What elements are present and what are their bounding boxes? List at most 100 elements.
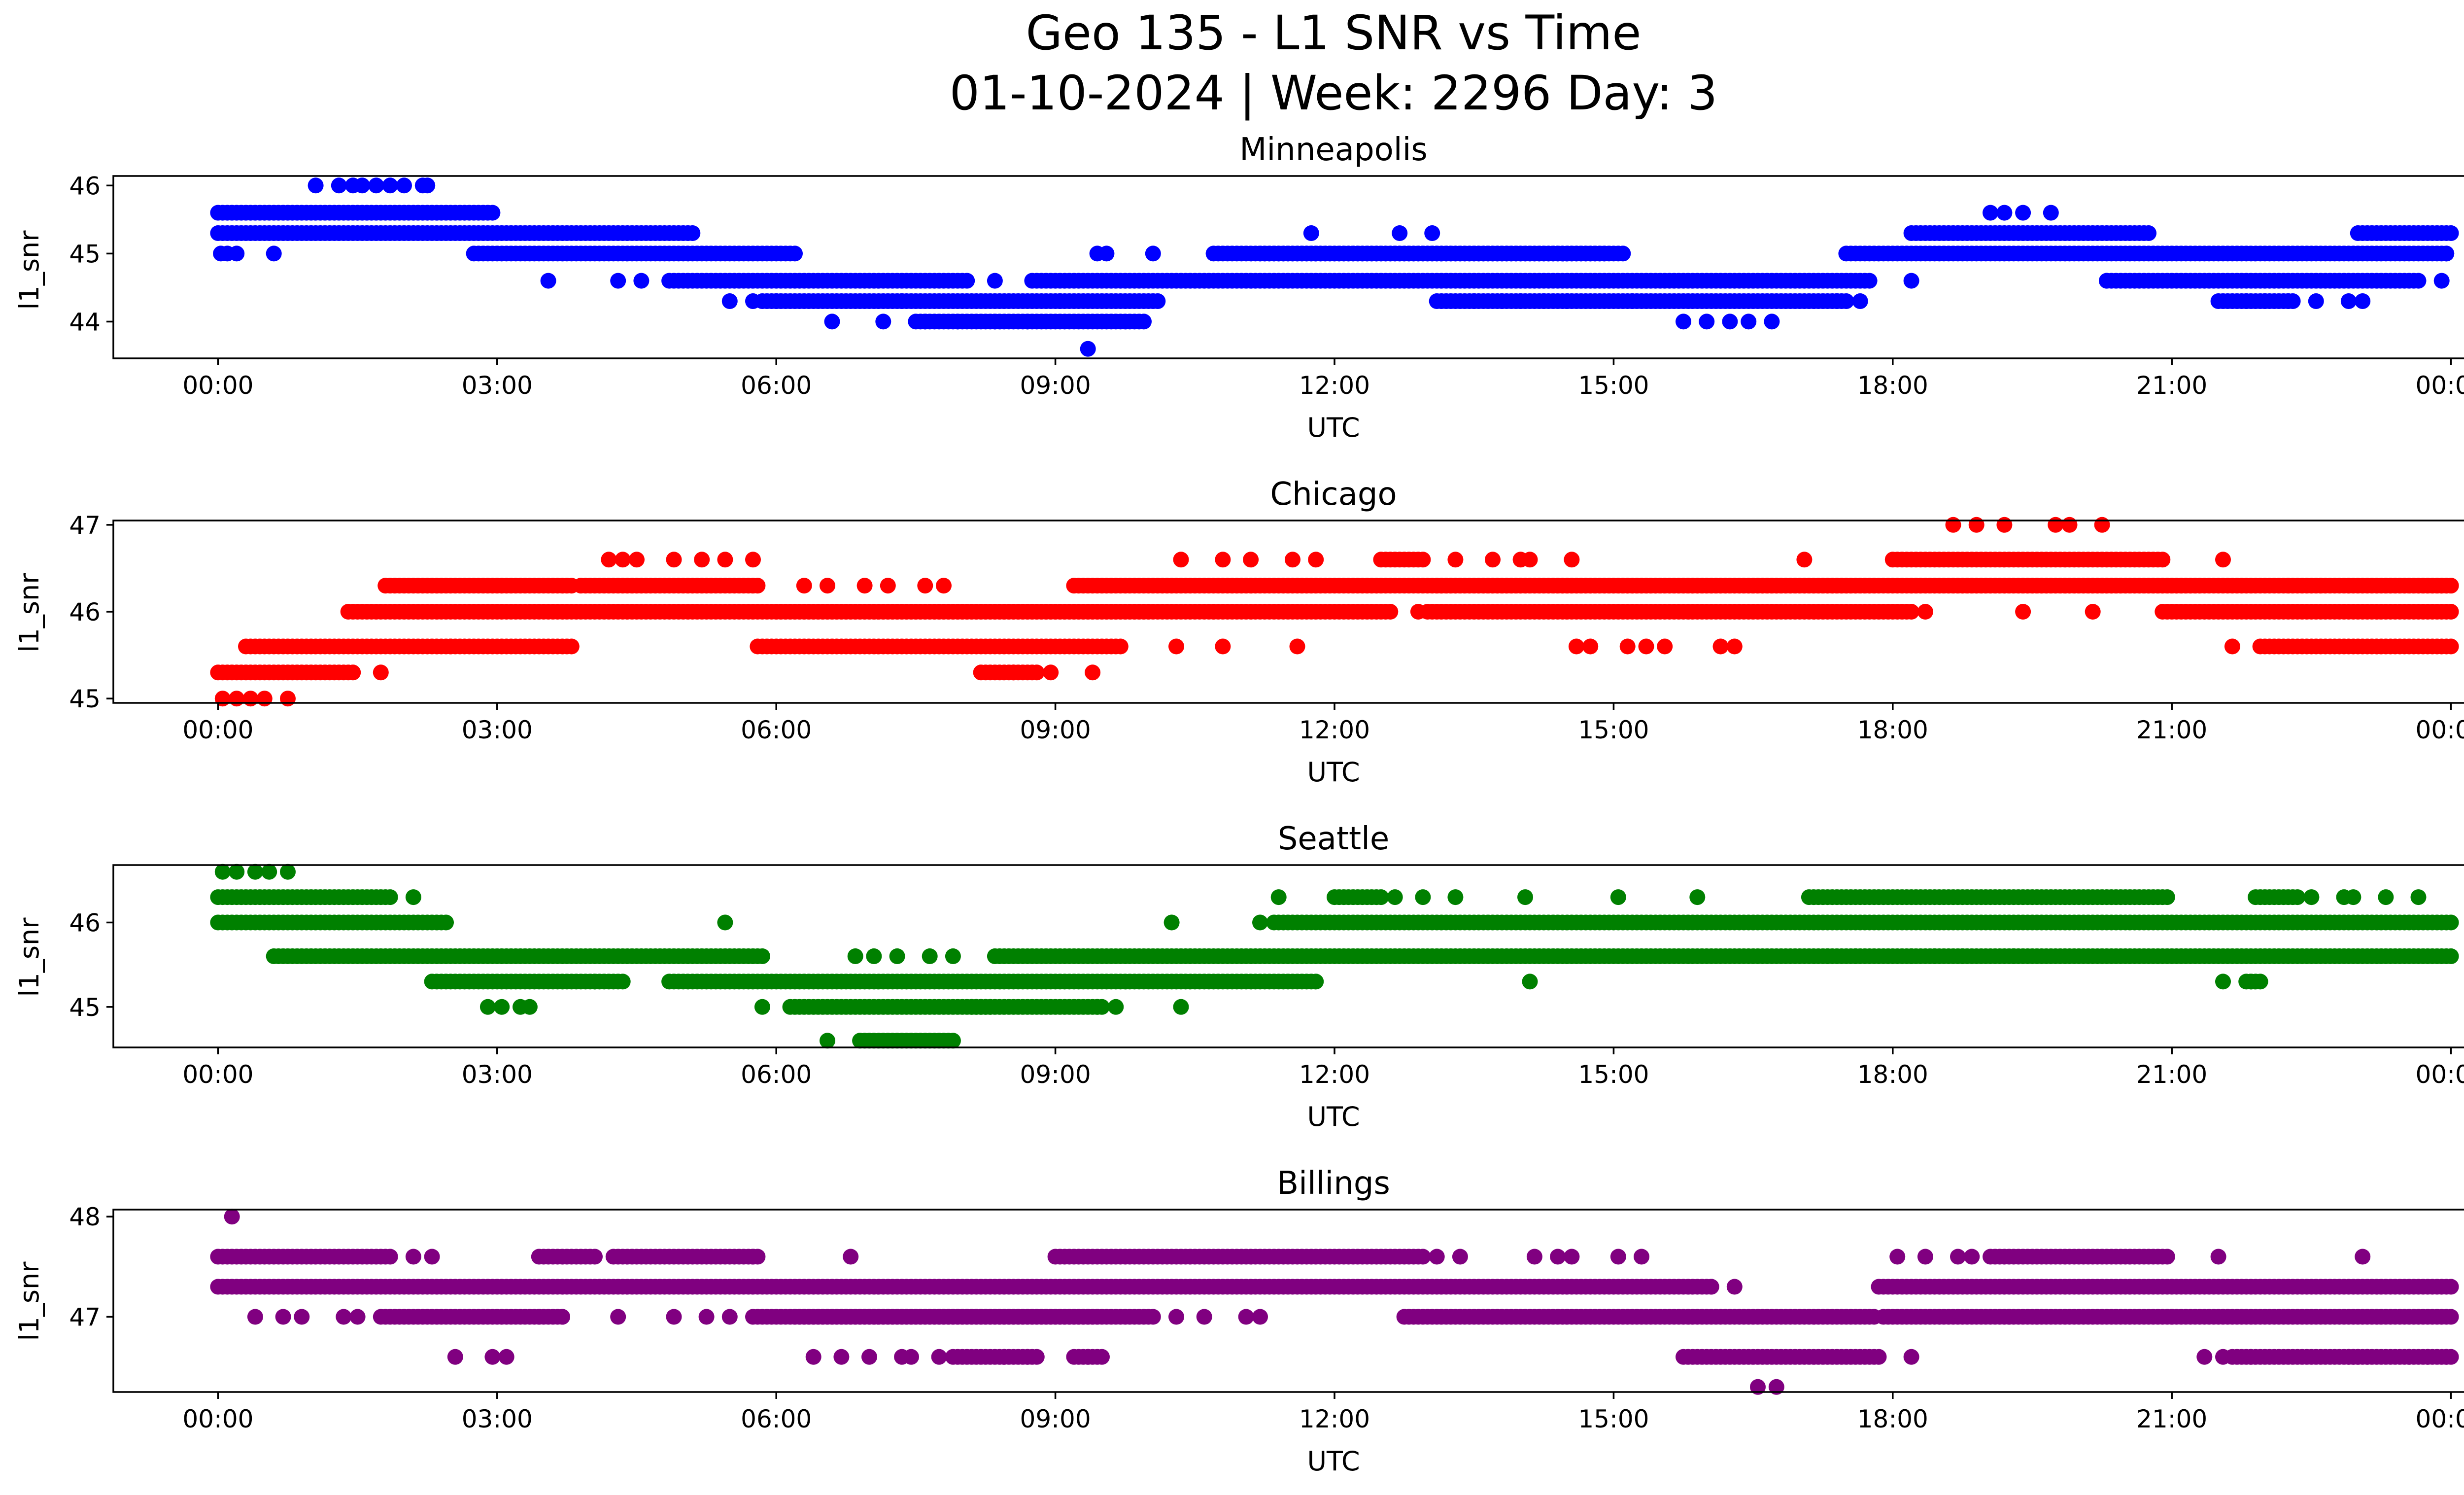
data-point [2159, 889, 2175, 905]
data-point [214, 864, 231, 880]
data-point [2290, 889, 2306, 905]
y-tick-label: 45 [69, 685, 101, 713]
data-point [266, 245, 282, 262]
x-axis-label: UTC [1307, 1101, 1360, 1132]
data-point [2015, 205, 2031, 221]
data-point [1052, 293, 1068, 309]
data-point [1871, 1349, 1887, 1365]
data-point [2308, 293, 2324, 309]
data-point [2340, 578, 2357, 594]
data-point [494, 999, 510, 1015]
data-point [1676, 313, 1691, 330]
data-point [721, 293, 738, 309]
x-tick-label: 18:00 [1857, 716, 1928, 744]
data-point [2345, 889, 2361, 905]
data-point [633, 273, 650, 289]
data-point [2443, 948, 2459, 964]
data-point [768, 293, 785, 309]
y-axis-label: l1_snr [14, 230, 45, 310]
panel-title: Billings [1277, 1165, 1390, 1202]
data-point [2280, 293, 2296, 309]
data-point [1466, 293, 1482, 309]
data-point [1168, 638, 1184, 655]
data-point [247, 864, 263, 880]
data-point [2085, 604, 2101, 620]
x-tick-label: 00:00 [2416, 716, 2464, 744]
data-point [1764, 313, 1780, 330]
x-tick-label: 12:00 [1299, 371, 1370, 400]
data-point [1373, 889, 1389, 905]
data-point [1494, 293, 1510, 309]
data-point [1722, 313, 1738, 330]
x-tick-label: 15:00 [1578, 716, 1649, 744]
data-point [2378, 889, 2394, 905]
x-axis-label: UTC [1307, 412, 1360, 443]
data-point [1903, 273, 1919, 289]
data-point [1270, 889, 1287, 905]
data-point [1624, 293, 1641, 309]
data-point [2433, 273, 2450, 289]
data-point [1285, 552, 1300, 568]
data-point [1392, 225, 1408, 241]
data-point [1568, 638, 1584, 655]
x-tick-label: 03:00 [462, 1060, 533, 1089]
data-point [2443, 604, 2459, 620]
data-point [1512, 293, 1529, 309]
data-point [1089, 999, 1105, 1015]
data-point [1903, 604, 1919, 620]
data-point [1005, 664, 1022, 681]
data-point [1861, 273, 1878, 289]
data-point [1447, 889, 1464, 905]
data-point [1996, 205, 2013, 221]
data-point [1954, 948, 1971, 964]
data-point [922, 948, 938, 964]
data-point [1712, 638, 1729, 655]
x-tick-label: 15:00 [1578, 1060, 1649, 1089]
data-point [256, 691, 273, 707]
data-point [2303, 889, 2320, 905]
data-point [610, 273, 626, 289]
data-point [917, 578, 933, 594]
y-tick-label: 46 [69, 598, 101, 626]
data-point [2099, 273, 2115, 289]
data-point [2215, 552, 2231, 568]
data-point [2141, 225, 2156, 241]
data-point [1866, 578, 1882, 594]
data-point [2443, 225, 2459, 241]
data-point [438, 914, 454, 931]
data-point [484, 205, 501, 221]
data-point [1485, 552, 1501, 568]
data-point [563, 638, 580, 655]
x-tick-label: 00:00 [2416, 1060, 2464, 1089]
data-point [1308, 973, 1324, 990]
x-tick-label: 00:00 [182, 1060, 253, 1089]
data-point [1536, 293, 1552, 309]
data-point [1996, 517, 2013, 533]
data-point [754, 999, 770, 1015]
data-point [820, 578, 835, 594]
data-point [745, 552, 761, 568]
data-point [1689, 889, 1706, 905]
data-point [1638, 638, 1654, 655]
data-point [2257, 293, 2273, 309]
data-point [2443, 638, 2459, 655]
data-point [1108, 999, 1124, 1015]
data-point [866, 948, 882, 964]
data-point [2443, 1309, 2459, 1325]
data-point [2443, 1279, 2459, 1295]
x-tick-label: 06:00 [741, 716, 812, 744]
x-tick-label: 12:00 [1299, 1060, 1370, 1089]
x-tick-label: 06:00 [741, 371, 812, 400]
data-point [587, 1249, 603, 1265]
x-tick-label: 03:00 [462, 716, 533, 744]
data-point [1852, 293, 1868, 309]
data-point [2438, 245, 2455, 262]
data-point [1112, 638, 1129, 655]
data-point [717, 552, 733, 568]
data-point [1610, 889, 1626, 905]
data-point [229, 864, 245, 880]
figure-title-line1: Geo 135 - L1 SNR vs Time [1026, 5, 1642, 61]
data-point [2191, 578, 2208, 594]
data-point [280, 691, 296, 707]
panel-minneapolis: Minneapolis 00:00 03:00 06:00 09:00 12:00 15:… [14, 132, 2464, 443]
